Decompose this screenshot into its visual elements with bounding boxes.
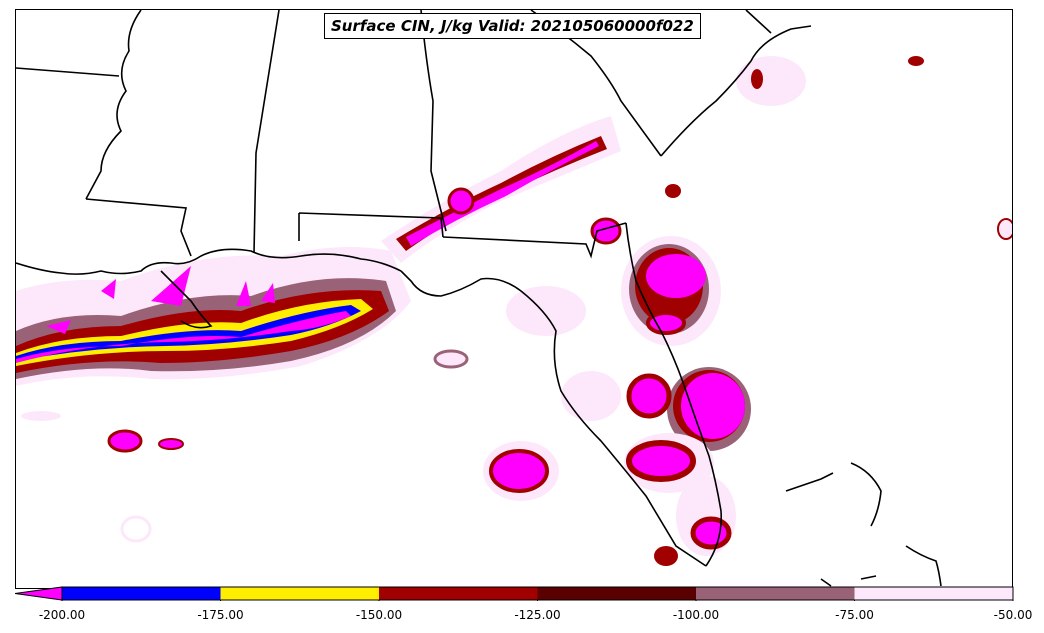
cin-cell-gulf-2 bbox=[107, 429, 143, 453]
cin-band-blue bbox=[16, 305, 361, 361]
coast-atlantic-se bbox=[660, 25, 812, 157]
colorbar-tick-label: -50.00 bbox=[993, 608, 1033, 622]
cin-cell-gulf-1 bbox=[489, 449, 549, 493]
cin-cell-w-2 bbox=[120, 515, 152, 543]
cin-cell-fl-nw bbox=[590, 217, 622, 245]
cin-cell-atl-2 bbox=[751, 69, 763, 89]
coast-fl-east bbox=[625, 222, 723, 567]
colorbar-bin bbox=[62, 587, 221, 600]
cin-streak-1 bbox=[46, 320, 71, 334]
colorbar bbox=[15, 586, 1014, 601]
cin-cell-gulf-4 bbox=[433, 349, 469, 369]
cin-cell-fl-5 bbox=[690, 516, 732, 550]
colorbar-bin bbox=[696, 587, 855, 600]
colorbar-bin bbox=[854, 587, 1013, 600]
cin-ne-band-mag bbox=[406, 141, 599, 246]
cin-shaded-fields bbox=[16, 56, 1012, 566]
colorbar-bin bbox=[379, 587, 538, 600]
island-bahamas-1 bbox=[785, 472, 834, 492]
colorbar-bin bbox=[537, 587, 696, 600]
colorbar-bin bbox=[220, 587, 379, 600]
cin-cell-gulf-3 bbox=[158, 438, 184, 450]
cin-cell-gulf-5 bbox=[561, 371, 621, 421]
state-border-la-ms bbox=[85, 198, 192, 257]
cin-cell-fl-1-mag bbox=[646, 254, 706, 298]
colorbar-tick-label: -200.00 bbox=[38, 608, 86, 622]
state-border-al-ga bbox=[420, 10, 447, 232]
state-border-ar-la bbox=[16, 67, 120, 77]
cin-cell-atl-4 bbox=[997, 218, 1012, 240]
island-bahamas-2 bbox=[850, 462, 882, 527]
state-border-al-fl bbox=[298, 212, 444, 241]
state-border-ms-al bbox=[253, 10, 280, 254]
cin-cell-atl-5 bbox=[665, 184, 681, 198]
coast-gulf-north bbox=[16, 248, 402, 275]
coast-fl-west bbox=[400, 270, 707, 567]
cin-cell-fl-pan bbox=[506, 286, 586, 336]
cin-cell-fl-1b bbox=[646, 311, 686, 335]
colorbar-tick-label: -150.00 bbox=[355, 608, 403, 622]
cin-cell-w-1 bbox=[21, 411, 61, 421]
colorbar-tick-label: -175.00 bbox=[197, 608, 244, 622]
colorbar-bins bbox=[61, 586, 1014, 601]
state-border-ga-fl bbox=[442, 222, 627, 259]
cin-blob-ga bbox=[447, 187, 475, 215]
colorbar-tick-label: -75.00 bbox=[835, 608, 874, 622]
coast-la-delta bbox=[160, 270, 213, 329]
cin-streak-4 bbox=[236, 281, 251, 306]
colorbar-min-extension bbox=[15, 586, 63, 601]
cin-streak-3 bbox=[151, 266, 191, 306]
cin-cell-fl-3 bbox=[626, 373, 672, 419]
map-title: Surface CIN, J/kg Valid: 202105060000f02… bbox=[324, 13, 701, 39]
colorbar-tick-label: -125.00 bbox=[514, 608, 561, 622]
island-bahamas-3 bbox=[905, 545, 942, 587]
cin-cell-atl-3 bbox=[908, 56, 924, 66]
cin-map bbox=[16, 10, 1012, 587]
cin-cell-fl-4 bbox=[626, 440, 696, 482]
colorbar-tick-label: -100.00 bbox=[672, 608, 720, 622]
map-panel[interactable] bbox=[15, 9, 1013, 589]
island-bahamas-4 bbox=[820, 575, 877, 587]
cin-cell-atl-1 bbox=[736, 56, 806, 106]
cin-streak-2 bbox=[101, 279, 116, 299]
state-border-sc-nc bbox=[745, 10, 772, 34]
state-border-ms-river bbox=[85, 10, 142, 200]
cin-cell-fl-6 bbox=[654, 546, 678, 566]
cin-streak-5 bbox=[261, 283, 275, 303]
